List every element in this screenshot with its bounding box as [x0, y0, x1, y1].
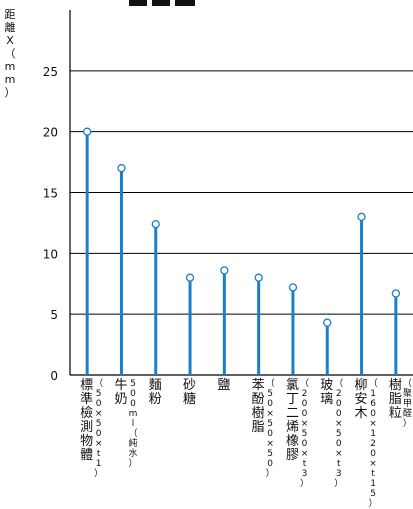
x-tick-label-sub: （5 0 × 5 0 × t 1） [94, 379, 104, 479]
y-tick-label-5: 5 [50, 308, 58, 322]
grid-lines [70, 70, 413, 315]
x-tick-label-1: 牛奶 5 0 0 m l （純水） [114, 378, 138, 470]
x-tick-label-3: 砂糖 [183, 379, 196, 407]
y-tick-label-15: 15 [43, 187, 58, 201]
x-tick-label-main: 柳安木 [354, 378, 368, 421]
x-tick-label-main: 氯丁二烯橡膠 [285, 378, 299, 463]
legend-swatches [129, 0, 195, 6]
y-tick-label-0: 0 [50, 369, 58, 383]
y-axis-title: 距離 X （m m） [0, 8, 20, 99]
marker-0 [83, 127, 92, 136]
marker-6 [288, 283, 298, 292]
x-tick-label-sub: （1 6 0 × 1 2 0 × t 1 5） [368, 379, 378, 509]
x-tick-label-main: 麵粉 [148, 378, 162, 407]
x-tick-label-8: 柳安木（1 6 0 × 1 2 0 × t 1 5） [355, 379, 378, 509]
marker-5 [254, 273, 263, 282]
y-axis-title-char-5: m [4, 73, 16, 86]
x-tick-label-main: 標準檢測物體 [80, 378, 94, 463]
markers [83, 127, 401, 327]
x-tick-label-2: 麵粉 [149, 379, 162, 407]
y-axis-title-char-6: ） [4, 86, 16, 99]
marker-1 [117, 164, 126, 173]
x-tick-label-main: 玻璃 [320, 378, 334, 407]
x-tick-label-sub: （聚甲醛） [402, 379, 412, 429]
x-tick-label-sub: （5 0 × 5 0 × 5 0） [265, 379, 275, 479]
y-axis-title-char-4: m [4, 60, 16, 73]
x-tick-label-sub: 5 0 0 m l （純水） [128, 379, 138, 469]
x-tick-label-main: 牛奶 [114, 378, 128, 407]
y-axis-title-char-1: 離 [4, 21, 16, 34]
x-tick-label-main: 苯酚樹脂 [251, 378, 265, 435]
x-tick-label-5: 苯酚樹脂（5 0 × 5 0 × 5 0） [251, 378, 275, 480]
y-tick-labels: 0 5 10 15 20 25 [43, 65, 58, 383]
stems [85, 131, 398, 375]
legend-swatch-3 [175, 0, 195, 6]
y-tick-label-25: 25 [43, 65, 58, 79]
legend-swatch-2 [152, 0, 170, 6]
x-tick-label-sub: （2 0 0 × 5 0 × t 3） [334, 379, 344, 489]
marker-2 [151, 219, 160, 229]
marker-4 [220, 266, 229, 275]
y-axis-title-char-2: X [6, 34, 14, 47]
x-tick-label-7: 玻璃（2 0 0 × 5 0 × t 3） [320, 378, 344, 490]
y-tick-label-20: 20 [43, 126, 58, 140]
x-tick-label-6: 氯丁二烯橡膠（2 0 0 × 5 0 × t 3） [285, 378, 309, 490]
y-tick-label-10: 10 [43, 247, 58, 261]
y-axis-title-char-0: 距 [4, 8, 16, 21]
x-tick-label-9: 樹脂粒（聚甲醛） [388, 378, 412, 430]
chart: 0 5 10 15 20 25 [43, 0, 413, 383]
y-axis-title-char-3: （ [4, 47, 16, 60]
marker-3 [185, 273, 195, 282]
x-tick-label-0: 標準檢測物體（5 0 × 5 0 × t 1） [80, 378, 104, 480]
x-tick-label-main: 砂糖 [183, 378, 197, 407]
legend-swatch-1 [129, 0, 147, 6]
x-tick-label-main: 樹脂粒 [388, 378, 402, 421]
axes [69, 10, 413, 376]
x-tick-label-4: 鹽 [217, 379, 230, 398]
marker-7 [323, 318, 332, 327]
x-tick-label-sub: （2 0 0 × 5 0 × t 3） [299, 379, 309, 489]
marker-8 [357, 212, 366, 221]
x-tick-label-main: 鹽 [217, 378, 231, 393]
marker-9 [391, 289, 401, 298]
